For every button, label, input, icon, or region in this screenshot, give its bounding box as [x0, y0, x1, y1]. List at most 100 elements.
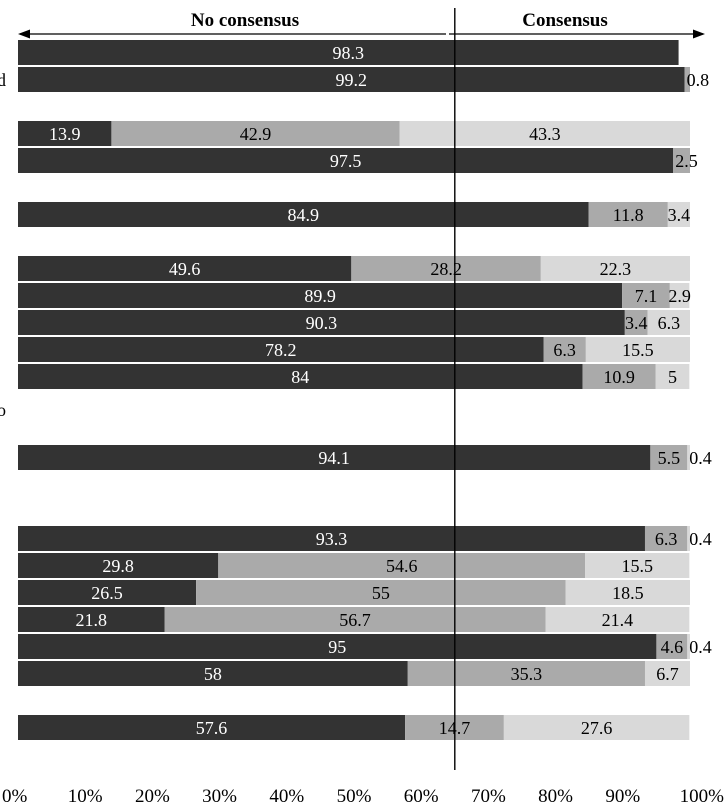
bar-segment [18, 256, 352, 281]
data-label: 6.3 [553, 340, 576, 360]
data-label: 7.1 [635, 286, 658, 306]
bar-row: 29.8 54.6 15.5 [18, 553, 690, 578]
bar-row: 89.9 7.1 2.9 [18, 283, 691, 308]
bar-segment [18, 661, 408, 686]
data-label: 6.3 [658, 313, 681, 333]
data-label: 55 [372, 583, 390, 603]
data-label: 43.3 [529, 124, 561, 144]
bar-row: 99.2 0.8 [18, 67, 709, 92]
data-label: 90.3 [306, 313, 338, 333]
data-label: 2.5 [675, 151, 698, 171]
data-label: 18.5 [612, 583, 644, 603]
bar-segment [18, 337, 544, 362]
data-label: 57.6 [196, 718, 228, 738]
bar-segment [687, 445, 690, 470]
bar-segment [18, 580, 197, 605]
data-label: 11.8 [613, 205, 644, 225]
bar-segment [647, 310, 690, 335]
data-label: 3.4 [625, 313, 648, 333]
data-label: 0.8 [687, 70, 710, 90]
bar-segment [673, 148, 690, 173]
data-label: 56.7 [339, 610, 371, 630]
data-label: 15.5 [622, 340, 654, 360]
bar-segment [669, 283, 690, 308]
data-label: 97.5 [330, 151, 362, 171]
bar-row: 13.9 42.9 43.3 [18, 121, 690, 146]
x-tick-label: 60% [404, 786, 439, 807]
bar-segment [351, 256, 541, 281]
data-label: 13.9 [49, 124, 81, 144]
bar-segment [18, 40, 679, 65]
data-label: 10.9 [603, 367, 635, 387]
data-label: 26.5 [91, 583, 123, 603]
bar-segment [585, 337, 690, 362]
bar-row: 57.6 14.7 27.6 [18, 715, 690, 740]
bar-row: 78.2 6.3 15.5 [18, 337, 690, 362]
bar-segment [582, 364, 656, 389]
bar-segment [18, 283, 623, 308]
data-label: 78.2 [265, 340, 297, 360]
data-label: 5.5 [658, 448, 681, 468]
bar-segment [18, 202, 589, 227]
bar-row: 26.5 55 18.5 [18, 580, 690, 605]
bar-segment [18, 67, 685, 92]
bar-segment [407, 661, 645, 686]
x-tick-label: 20% [135, 786, 170, 807]
bar-segment [624, 310, 648, 335]
bar-segment [667, 202, 690, 227]
bar-segment [644, 526, 688, 551]
data-label: 84 [291, 367, 309, 387]
bar-segment [18, 715, 406, 740]
bar-segment [18, 445, 651, 470]
data-label: 5 [668, 367, 677, 387]
bar-segment [585, 553, 690, 578]
bars-layer: 98.3 99.2 0.8 13.9 42.9 43.3 97.5 2.5 84.9 11.8 3.… [18, 40, 712, 740]
data-label: 54.6 [386, 556, 418, 576]
x-tick-label: 40% [269, 786, 304, 807]
bar-segment [18, 310, 625, 335]
bar-segment [18, 634, 657, 659]
bar-segment [545, 607, 690, 632]
bar-segment [196, 580, 566, 605]
x-tick-label: 30% [202, 786, 237, 807]
x-tick-label: 100% [680, 786, 725, 807]
data-label: 21.8 [75, 610, 107, 630]
bar-row: 94.1 5.5 0.4 [18, 445, 712, 470]
data-label: 21.4 [602, 610, 634, 630]
bar-segment [687, 634, 690, 659]
data-label: 94.1 [318, 448, 350, 468]
x-tick-label: 80% [538, 786, 573, 807]
bar-segment [622, 283, 670, 308]
cut-label-d: d [0, 70, 6, 90]
bar-segment [18, 526, 645, 551]
header-no-consensus: No consensus [191, 10, 299, 31]
x-tick-label: 70% [471, 786, 506, 807]
bar-row: 21.8 56.7 21.4 [18, 607, 690, 632]
data-label: 58 [204, 664, 222, 684]
no-consensus-arrowhead [18, 29, 30, 39]
data-label: 93.3 [316, 529, 348, 549]
x-tick-label: 0% [2, 786, 28, 807]
bar-segment [18, 121, 112, 146]
bar-row: 49.6 28.2 22.3 [18, 256, 690, 281]
x-tick-label: 50% [337, 786, 372, 807]
bar-segment [164, 607, 546, 632]
bar-row: 84 10.9 5 [18, 364, 690, 389]
bar-segment [18, 148, 674, 173]
bar-segment [18, 607, 165, 632]
data-label: 3.4 [668, 205, 691, 225]
bar-row: 98.3 [18, 40, 679, 65]
bar-row: 58 35.3 6.7 [18, 661, 690, 686]
data-label: 15.5 [621, 556, 653, 576]
data-label: 4.6 [661, 637, 684, 657]
bar-segment [218, 553, 586, 578]
consensus-arrowhead [693, 29, 705, 39]
data-label: 28.2 [430, 259, 462, 279]
data-label: 0.4 [689, 448, 712, 468]
bar-segment [543, 337, 586, 362]
bar-segment [650, 445, 688, 470]
x-tick-label: 90% [605, 786, 640, 807]
bar-segment [588, 202, 668, 227]
bar-segment [540, 256, 690, 281]
